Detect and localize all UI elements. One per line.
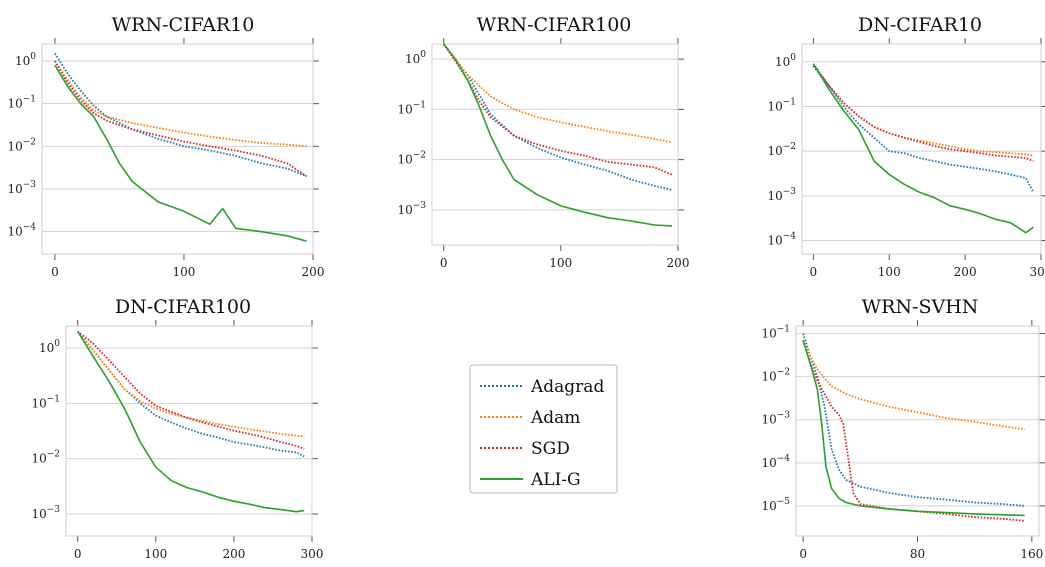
panel-wrn-cifar10: WRN-CIFAR10 <box>112 14 255 36</box>
chart-title: WRN-SVHN <box>862 296 979 318</box>
y-tick-label: 10−5 <box>761 497 790 513</box>
y-tick-label: 10−4 <box>767 232 796 248</box>
y-tick-label: 10−4 <box>7 223 36 239</box>
y-tick-label: 10−1 <box>767 97 796 113</box>
legend-label-adam: Adam <box>530 408 580 428</box>
y-tick-label: 100 <box>775 53 796 69</box>
plot-frame <box>65 325 313 537</box>
y-tick-label: 100 <box>39 339 60 355</box>
x-tick-label: 100 <box>172 265 195 279</box>
series-line-adagrad <box>812 63 1035 193</box>
plot-frame <box>431 43 679 246</box>
x-tick-label: 0 <box>51 265 59 279</box>
y-tick-label: 10−1 <box>761 325 790 341</box>
y-tick-label: 100 <box>15 52 36 68</box>
x-tick-label: 100 <box>878 265 901 279</box>
x-tick-label: 100 <box>549 256 572 270</box>
chart-dn-cifar10: 100 10−1 10−2 10−3 10−4 0 100 200 300 <box>767 38 1045 279</box>
x-tick-label: 0 <box>810 265 818 279</box>
y-tick-label: 10−1 <box>397 100 426 116</box>
series-line-sgd <box>802 340 1025 522</box>
x-tick-label: 100 <box>144 547 167 561</box>
y-tick-label: 10−3 <box>7 180 36 196</box>
y-tick-label: 10−1 <box>7 95 36 111</box>
y-tick-label: 10−3 <box>767 187 796 203</box>
chart-dn-cifar100: 100 10−1 10−2 10−3 0 100 200 300 <box>31 320 323 561</box>
x-tick-label: 200 <box>302 265 325 279</box>
series-line-ali-g <box>812 63 1034 234</box>
y-tick-label: 10−2 <box>767 142 796 158</box>
series-line-sgd <box>812 65 1034 162</box>
legend-box <box>469 364 618 494</box>
y-tick-label: 10−3 <box>397 201 426 217</box>
x-tick-label: 200 <box>222 547 245 561</box>
chart-wrn-svhn: 10−1 10−2 10−3 10−4 10−5 0 80 160 <box>761 320 1045 561</box>
plot-frame <box>795 325 1040 537</box>
panel-dn-cifar10: DN-CIFAR10 <box>858 14 982 36</box>
panel-dn-cifar100: DN-CIFAR100 <box>115 296 251 318</box>
series-line-adam <box>812 65 1034 157</box>
y-tick-label: 10−3 <box>761 411 790 427</box>
x-tick-label: 0 <box>440 256 448 270</box>
x-tick-label: 160 <box>1020 547 1043 561</box>
chart-title: WRN-CIFAR100 <box>477 14 632 36</box>
y-tick-label: 10−2 <box>761 368 790 384</box>
series-line-ali-g <box>802 340 1025 517</box>
series-line-ali-g <box>54 64 307 242</box>
x-tick-label: 300 <box>1030 265 1045 279</box>
y-tick-label: 10−2 <box>7 137 36 153</box>
x-tick-label: 300 <box>301 547 324 561</box>
y-tick-label: 10−3 <box>31 505 60 521</box>
legend-label-ali-g: ALI-G <box>530 470 581 490</box>
series-line-ali-g <box>77 330 305 513</box>
series-line-sgd <box>54 60 308 177</box>
legend-label-adagrad: Adagrad <box>530 377 604 397</box>
series-line-adagrad <box>77 330 305 458</box>
chart-wrn-cifar10: 100 10−1 10−2 10−3 10−4 0 100 200 <box>7 38 324 279</box>
series-line-adam <box>54 60 307 148</box>
y-tick-label: 10−2 <box>397 151 426 167</box>
series-line-adam <box>442 43 673 144</box>
series-line-adagrad <box>802 333 1025 507</box>
x-tick-label: 80 <box>910 547 925 561</box>
y-tick-label: 10−4 <box>761 454 790 470</box>
y-tick-label: 10−2 <box>31 450 60 466</box>
y-tick-label: 10−1 <box>31 394 60 410</box>
series-line-adam <box>802 339 1025 431</box>
series-line-adam <box>77 330 305 438</box>
series-line-sgd <box>77 330 305 450</box>
chart-title: WRN-CIFAR10 <box>112 14 255 36</box>
chart-wrn-cifar100: 100 10−1 10−2 10−3 0 100 200 <box>397 38 689 270</box>
x-tick-label: 200 <box>667 256 690 270</box>
series-line-ali-g <box>443 43 673 227</box>
x-tick-label: 0 <box>74 547 82 561</box>
chart-title: DN-CIFAR10 <box>858 14 982 36</box>
chart-title: DN-CIFAR100 <box>115 296 251 318</box>
legend-label-sgd: SGD <box>531 439 570 459</box>
panel-wrn-cifar100: WRN-CIFAR100 <box>477 14 632 36</box>
y-tick-label: 100 <box>405 50 426 66</box>
panel-wrn-svhn: WRN-SVHN <box>862 296 979 318</box>
series-line-adagrad <box>442 43 673 191</box>
plot-frame <box>41 43 314 255</box>
x-tick-label: 200 <box>954 265 977 279</box>
series-line-adagrad <box>54 53 307 178</box>
plot-frame <box>801 43 1042 255</box>
legend: Adagrad Adam SGD ALI-G <box>469 364 618 494</box>
x-tick-label: 0 <box>799 547 807 561</box>
